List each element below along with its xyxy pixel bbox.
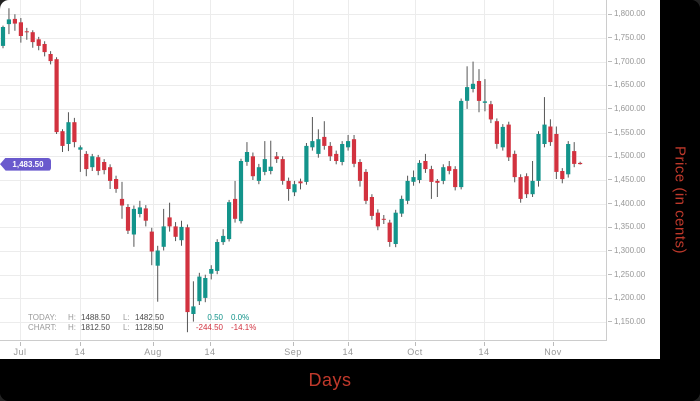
- y-tick-label: 1,750.00: [608, 33, 645, 43]
- v-gridline: [553, 0, 554, 340]
- chart-high-value: 1812.50: [81, 323, 110, 332]
- chart-change: -244.50: [195, 323, 223, 332]
- x-tick-label: Jul: [13, 347, 27, 357]
- y-tick-label: 1,700.00: [608, 57, 645, 67]
- x-tick-mark: [80, 342, 81, 346]
- x-tick-mark: [553, 342, 554, 346]
- x-tick-label: Nov: [544, 347, 562, 357]
- h-gridline: [0, 322, 606, 324]
- x-tick-label: Sep: [284, 347, 302, 357]
- x-tick-label: Oct: [407, 347, 423, 357]
- y-tick-label: 1,800.00: [608, 9, 645, 19]
- h-gridline: [0, 14, 606, 16]
- today-low-value: 1482.50: [135, 313, 164, 322]
- y-tick-label: 1,500.00: [608, 151, 645, 161]
- x-tick-mark: [20, 342, 21, 346]
- last-price-badge: 1,483.50: [0, 157, 51, 171]
- x-tick-mark: [484, 342, 485, 346]
- chart-low-value: 1128.50: [135, 323, 164, 332]
- v-gridline: [415, 0, 416, 340]
- v-gridline: [153, 0, 154, 340]
- h-gridline: [0, 156, 606, 158]
- candlestick-series: [0, 8, 583, 333]
- x-tick-label: 14: [342, 347, 354, 357]
- x-tick-label: 14: [478, 347, 490, 357]
- x-tick-label: 14: [74, 347, 86, 357]
- y-tick-label: 1,200.00: [608, 293, 645, 303]
- h-gridline: [0, 180, 606, 181]
- x-axis-title: Days: [308, 369, 352, 390]
- y-tick-label: 1,250.00: [608, 270, 645, 280]
- h-gridline: [0, 251, 606, 252]
- h-gridline: [0, 37, 606, 39]
- x-tick-mark: [415, 342, 416, 346]
- today-high-value: 1488.50: [81, 313, 110, 322]
- y-axis: 1,800.00 1,750.00 1,700.00 1,650.00 1,600.00…: [608, 0, 660, 341]
- y-tick-label: 1,450.00: [608, 175, 645, 185]
- today-high-label: H:: [68, 313, 76, 322]
- v-gridline: [484, 0, 485, 340]
- x-tick-mark: [210, 342, 211, 346]
- y-axis-title-bar: Price (in cents): [660, 0, 700, 401]
- y-tick-label: 1,600.00: [608, 104, 645, 114]
- h-gridline: [0, 108, 606, 110]
- y-tick-label: 1,550.00: [608, 128, 645, 138]
- y-tick-label: 1,350.00: [608, 222, 645, 232]
- h-gridline: [0, 203, 606, 205]
- chart-high-label: H:: [68, 323, 76, 332]
- h-gridline: [0, 298, 606, 300]
- v-gridline: [348, 0, 349, 340]
- x-tick-label: Aug: [144, 347, 162, 357]
- h-gridline: [0, 61, 606, 63]
- x-tick-mark: [153, 342, 154, 346]
- y-tick-label: 1,400.00: [608, 199, 645, 209]
- chart-label: CHART:: [28, 323, 57, 332]
- h-gridline: [0, 85, 606, 87]
- chart-stats-row: CHART: H: 1812.50 L: 1128.50 -244.50 -14…: [28, 323, 267, 333]
- chart-low-label: L:: [123, 323, 130, 332]
- today-low-label: L:: [123, 313, 130, 322]
- v-gridline: [210, 0, 211, 340]
- y-axis-title: Price (in cents): [671, 146, 689, 255]
- x-tick-label: 14: [204, 347, 216, 357]
- h-gridline: [0, 227, 606, 229]
- today-change-pct: 0.0%: [231, 313, 250, 322]
- plot-area[interactable]: [0, 0, 607, 341]
- today-change: 0.50: [207, 313, 223, 322]
- chart-canvas[interactable]: 1,800.00 1,750.00 1,700.00 1,650.00 1,600.00…: [0, 0, 660, 359]
- h-gridline: [0, 274, 606, 276]
- x-tick-mark: [293, 342, 294, 346]
- x-tick-mark: [348, 342, 349, 346]
- y-tick-label: 1,300.00: [608, 246, 645, 256]
- y-tick-label: 1,650.00: [608, 80, 645, 90]
- today-label: TODAY:: [28, 313, 57, 322]
- x-axis: Jul 14 Aug 14 Sep 14 Oct 14 Nov: [0, 342, 607, 359]
- stats-legend: TODAY: H: 1488.50 L: 1482.50 0.50 0.0% C…: [28, 313, 267, 333]
- today-stats-row: TODAY: H: 1488.50 L: 1482.50 0.50 0.0%: [28, 313, 267, 323]
- x-axis-title-bar: Days: [0, 359, 660, 401]
- h-gridline: [0, 132, 606, 134]
- v-gridline: [293, 0, 294, 340]
- y-tick-label: 1,150.00: [608, 317, 645, 327]
- chart-change-pct: -14.1%: [231, 323, 257, 332]
